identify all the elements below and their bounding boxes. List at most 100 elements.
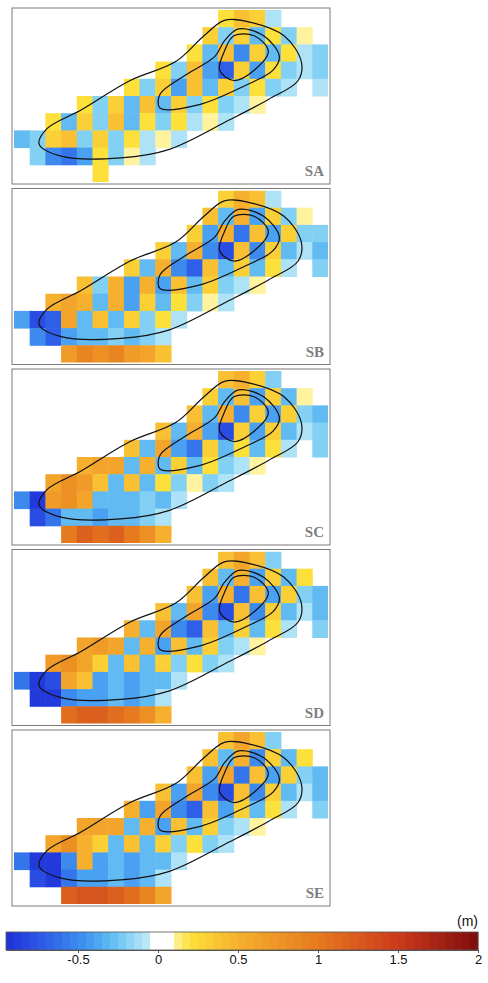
- cell: [187, 225, 203, 243]
- cell: [297, 242, 313, 260]
- panel: SA: [12, 8, 330, 184]
- cell: [155, 259, 171, 277]
- cell: [297, 62, 313, 80]
- cell: [281, 784, 297, 802]
- cell: [155, 328, 171, 346]
- cell: [45, 689, 61, 707]
- cell: [218, 62, 234, 80]
- cell: [108, 835, 124, 853]
- cell: [93, 887, 109, 904]
- cell: [250, 259, 266, 277]
- cell: [93, 113, 109, 131]
- cell: [171, 242, 187, 260]
- colorbar-swatch: [406, 932, 414, 950]
- cell: [187, 440, 203, 458]
- cell: [312, 586, 328, 604]
- cell: [202, 801, 218, 819]
- cell: [140, 887, 156, 904]
- colorbar-swatch: [334, 932, 342, 950]
- cell: [297, 405, 313, 423]
- cell: [218, 27, 234, 45]
- figure: SASBSCSDSE-0.500.511.52(m): [0, 0, 488, 983]
- cell: [77, 655, 93, 673]
- cell: [297, 569, 313, 587]
- cell: [234, 766, 250, 784]
- cell: [140, 259, 156, 277]
- cell: [297, 225, 313, 243]
- cell: [234, 586, 250, 604]
- cell: [250, 371, 266, 389]
- cell: [202, 620, 218, 638]
- cell: [155, 509, 171, 527]
- cell: [108, 672, 124, 690]
- cell: [140, 457, 156, 475]
- colorbar-swatch: [78, 932, 86, 950]
- panel-background: [12, 730, 330, 906]
- cell: [140, 706, 156, 723]
- cell: [265, 10, 281, 28]
- colorbar-swatch: [158, 932, 166, 950]
- cell: [297, 603, 313, 621]
- cell: [93, 672, 109, 690]
- cell: [93, 870, 109, 888]
- cell: [124, 655, 140, 673]
- cell: [297, 27, 313, 45]
- colorbar-swatch: [142, 932, 150, 950]
- cell: [187, 405, 203, 423]
- cell: [234, 784, 250, 802]
- plot-area: [14, 191, 328, 363]
- cell: [140, 130, 156, 148]
- cell: [124, 706, 140, 723]
- contour: [39, 741, 302, 881]
- colorbar-swatch: [62, 932, 70, 950]
- colorbar-swatch: [22, 932, 30, 950]
- colorbar-swatch: [110, 932, 118, 950]
- cell: [140, 638, 156, 656]
- cell: [155, 113, 171, 131]
- cell: [124, 526, 140, 543]
- colorbar-swatch: [358, 932, 366, 950]
- cell: [187, 62, 203, 80]
- colorbar-swatch: [6, 932, 14, 950]
- colorbar-swatch: [38, 932, 46, 950]
- cell: [250, 191, 266, 209]
- cell: [297, 749, 313, 767]
- cell: [171, 113, 187, 131]
- cell: [155, 79, 171, 97]
- cell: [77, 130, 93, 148]
- cell: [45, 672, 61, 690]
- panel-title: SE: [306, 885, 324, 901]
- cell: [297, 766, 313, 784]
- cell: [218, 818, 234, 836]
- cell: [312, 405, 328, 423]
- cell: [155, 852, 171, 870]
- tick-label: 1: [315, 952, 322, 967]
- contour: [39, 380, 302, 520]
- cell: [108, 130, 124, 148]
- cell: [187, 242, 203, 260]
- tick: 0.5: [229, 950, 247, 967]
- cell: [124, 345, 140, 362]
- plot-area: [14, 10, 328, 182]
- colorbar-title: (m): [457, 913, 478, 929]
- cell: [108, 689, 124, 707]
- contour: [158, 29, 279, 110]
- cell: [155, 706, 171, 723]
- tick: 1: [315, 950, 322, 967]
- cell: [108, 328, 124, 346]
- cell: [312, 79, 328, 97]
- cell: [93, 526, 109, 543]
- cell: [124, 440, 140, 458]
- cell: [281, 27, 297, 45]
- panel-frame: [12, 369, 330, 545]
- colorbar-swatch: [262, 932, 270, 950]
- colorbar-swatch: [14, 932, 22, 950]
- colorbar-swatch: [182, 932, 190, 950]
- cell: [155, 311, 171, 329]
- cell: [297, 44, 313, 62]
- cell: [61, 491, 77, 509]
- cell: [218, 388, 234, 406]
- panel-background: [12, 189, 330, 365]
- cell: [30, 148, 46, 166]
- cell: [124, 130, 140, 148]
